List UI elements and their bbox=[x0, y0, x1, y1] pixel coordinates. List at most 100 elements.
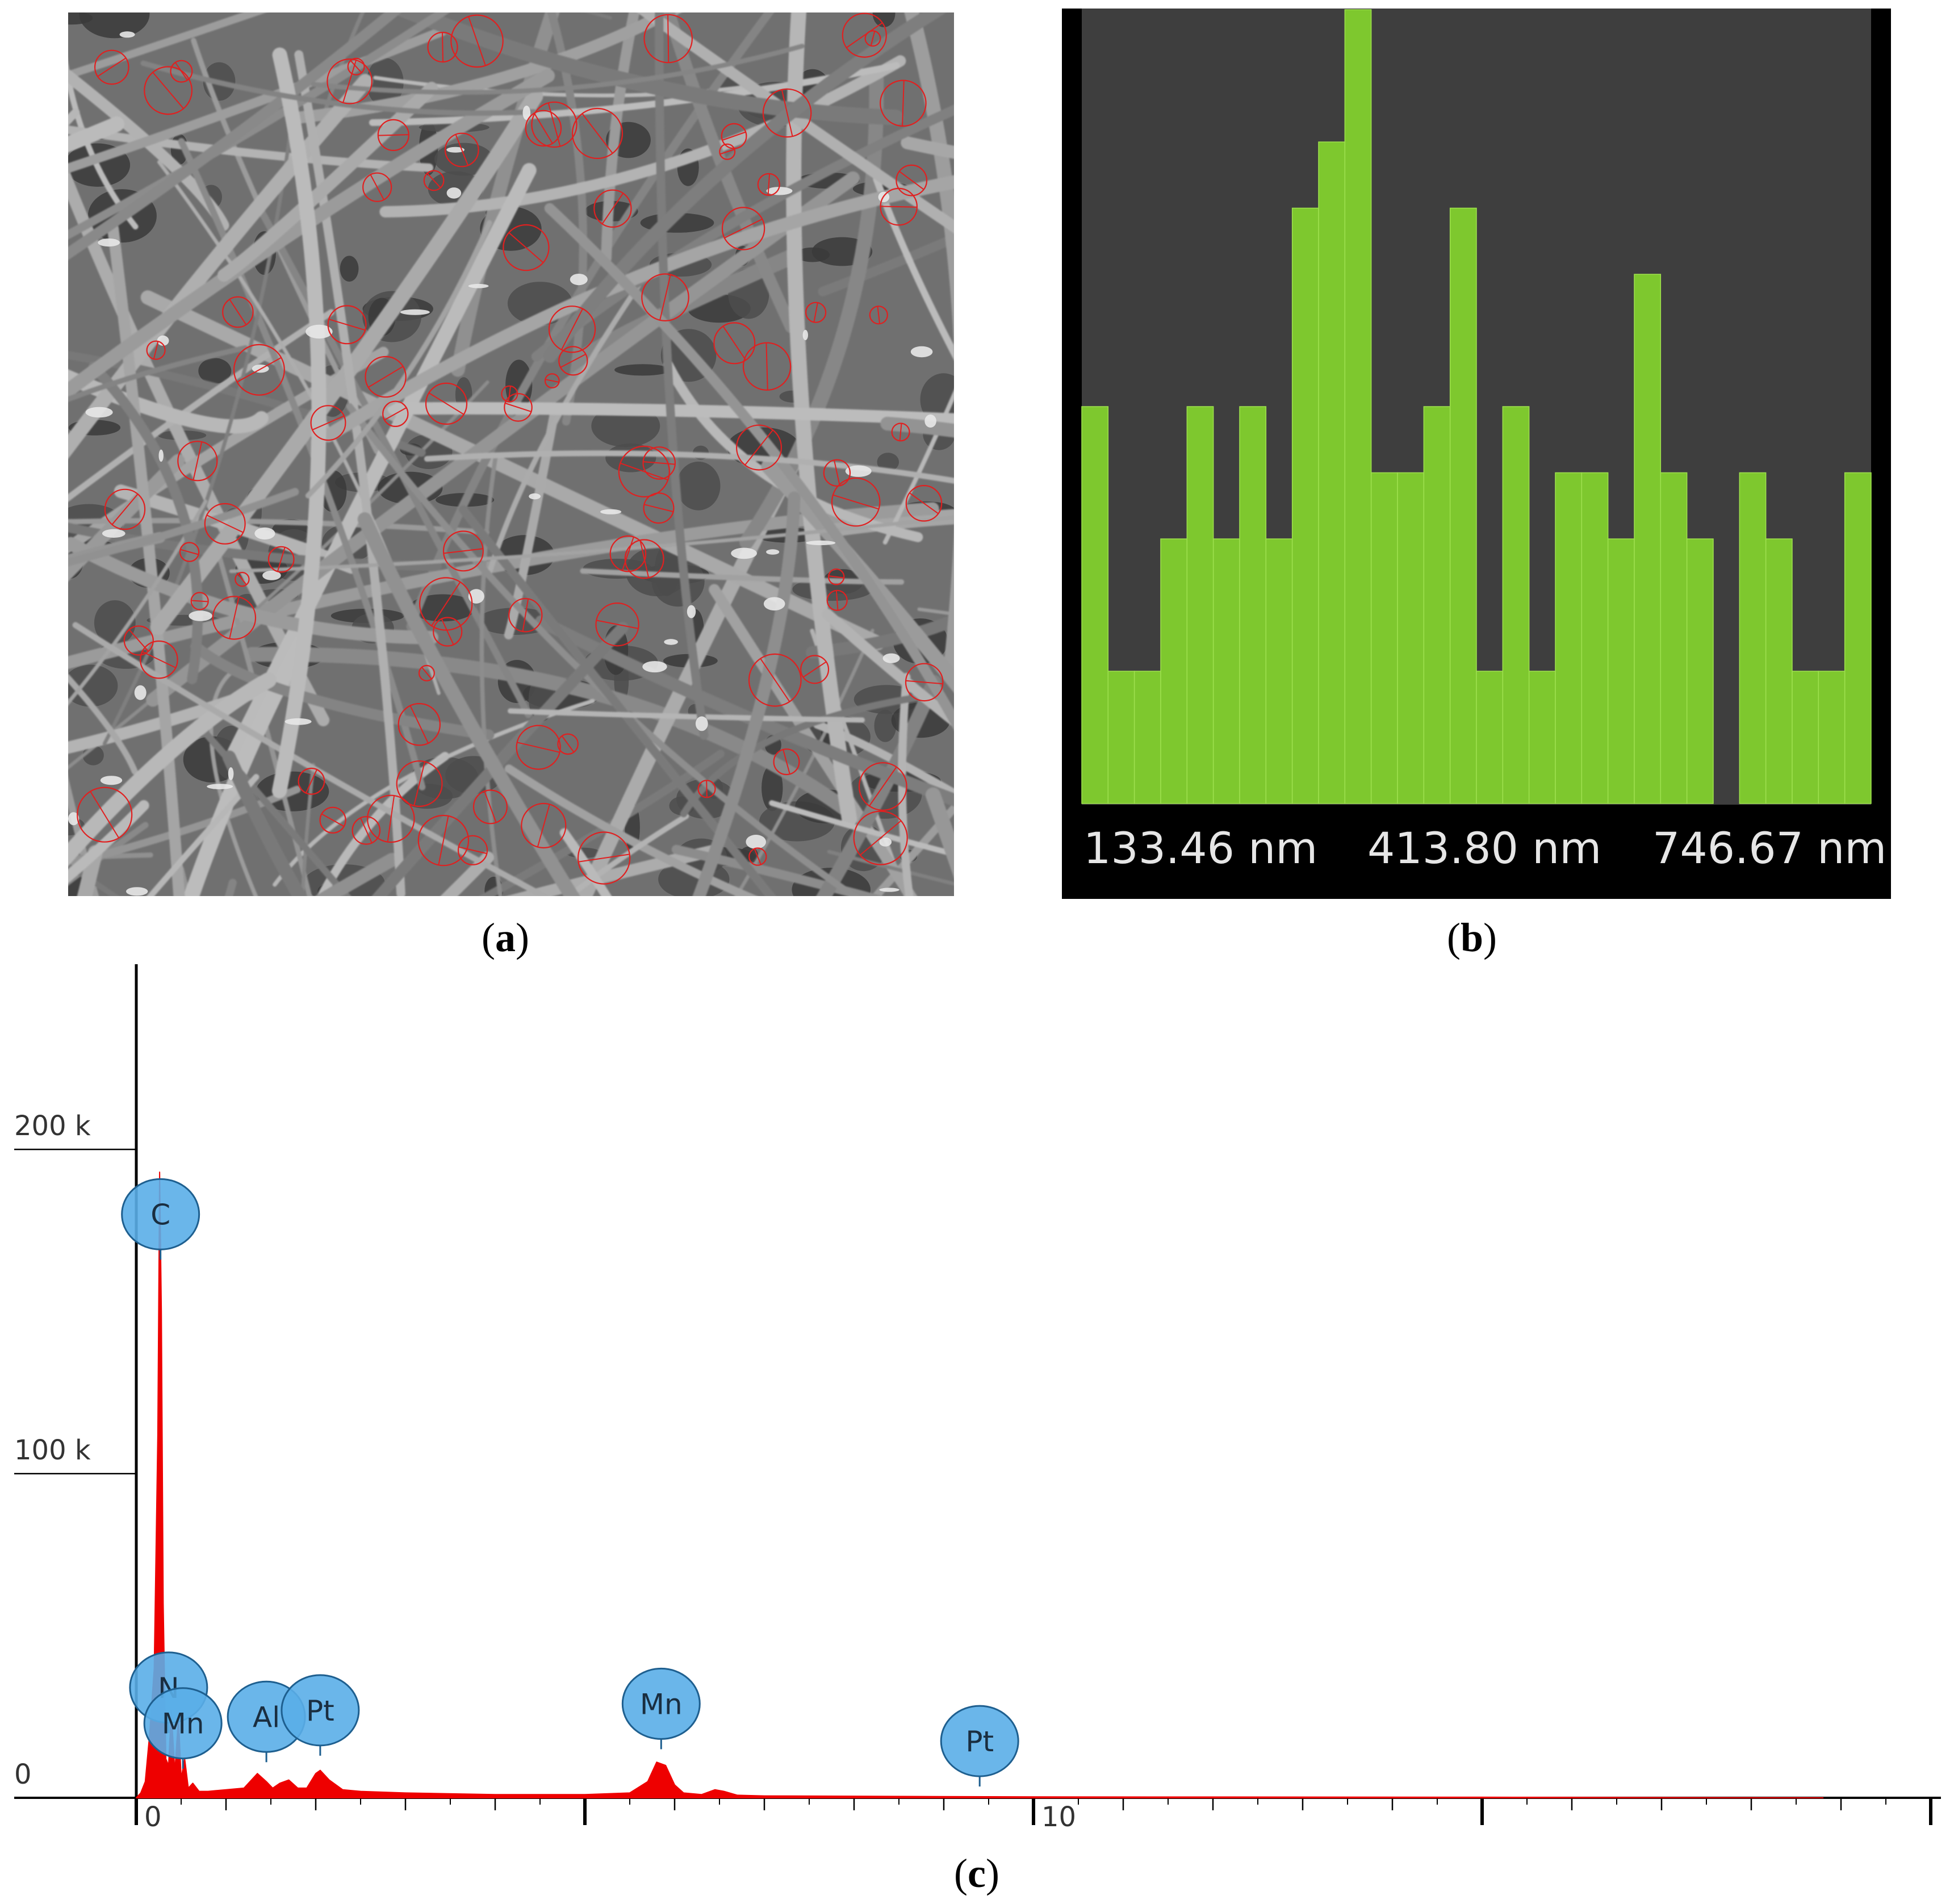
sem-measurement-circle bbox=[319, 806, 346, 834]
eds-spectrum-series bbox=[136, 1171, 1824, 1798]
sem-measurement-circle bbox=[762, 88, 812, 138]
sem-measurement-line bbox=[802, 661, 827, 678]
eds-marker-bubble bbox=[281, 1674, 360, 1747]
sem-particle bbox=[806, 540, 836, 546]
sem-fiber bbox=[559, 828, 612, 896]
sem-measurement-line bbox=[508, 232, 544, 263]
sem-fiber bbox=[822, 609, 954, 728]
sem-particle bbox=[529, 493, 541, 500]
sem-pore bbox=[676, 461, 721, 510]
sem-particle bbox=[766, 549, 780, 555]
sem-pore bbox=[409, 594, 476, 622]
eds-marker-label: Al bbox=[253, 1701, 280, 1734]
sem-measurement-line bbox=[517, 742, 560, 753]
sem-fiber bbox=[88, 361, 203, 684]
sem-measurement-line bbox=[813, 302, 818, 323]
sem-measurement-circle bbox=[516, 725, 561, 770]
sem-particle bbox=[158, 449, 164, 462]
sem-measurement-circle bbox=[398, 702, 441, 746]
sem-measurement-line bbox=[438, 815, 449, 865]
caption-b: (b) bbox=[1447, 915, 1497, 960]
sem-measurement-line bbox=[744, 429, 773, 466]
eds-element-marker: C bbox=[121, 1178, 200, 1260]
sem-measurement-circle bbox=[140, 640, 178, 679]
histogram-bar bbox=[1476, 671, 1504, 804]
sem-fiber bbox=[68, 12, 450, 240]
eds-x-tick-label: 10 bbox=[1041, 1801, 1076, 1833]
sem-measurement-circle bbox=[327, 305, 367, 345]
sem-measurement-circle bbox=[347, 57, 365, 76]
sem-measurement-circle bbox=[501, 385, 518, 403]
sem-measurement-circle bbox=[352, 816, 381, 845]
sem-measurement-circle bbox=[327, 58, 373, 104]
histogram-bar bbox=[1423, 406, 1451, 804]
sem-fiber bbox=[140, 60, 537, 116]
eds-element-marker: Mn bbox=[143, 1687, 223, 1769]
sem-measurement-line bbox=[765, 342, 768, 390]
sem-measurement-circle bbox=[642, 446, 676, 480]
sem-measurement-circle bbox=[544, 373, 560, 388]
sem-particle bbox=[119, 31, 135, 38]
sem-fiber bbox=[827, 850, 954, 886]
sem-measurement-circle bbox=[864, 30, 881, 47]
histogram-bar bbox=[1133, 671, 1161, 804]
sem-measurement-circle bbox=[853, 810, 908, 865]
eds-marker-bubble bbox=[621, 1667, 701, 1740]
sem-fiber bbox=[387, 402, 954, 426]
sem-fiber bbox=[102, 90, 298, 746]
sem-measurement-circle bbox=[170, 60, 193, 83]
sem-particle bbox=[924, 415, 936, 428]
sem-measurement-circle bbox=[595, 602, 639, 647]
sem-measurement-line bbox=[899, 423, 902, 441]
sem-pore bbox=[761, 764, 783, 811]
sem-measurement-circle bbox=[418, 664, 435, 681]
sem-measurement-circle bbox=[433, 617, 463, 647]
sem-measurement-line bbox=[783, 749, 790, 775]
sem-fiber bbox=[818, 233, 954, 296]
histogram-bar bbox=[1818, 671, 1846, 804]
sem-fiber bbox=[357, 512, 580, 896]
sem-fiber bbox=[487, 265, 654, 574]
sem-measurement-line bbox=[142, 651, 176, 668]
diameter-histogram: 133.46 nm 413.80 nm 746.67 nm bbox=[1062, 9, 1891, 899]
sem-fiber bbox=[316, 752, 450, 896]
sem-measurement-circle bbox=[442, 530, 484, 572]
sem-particle bbox=[746, 835, 766, 849]
sem-particle bbox=[642, 661, 667, 673]
histogram-bar bbox=[1686, 538, 1714, 804]
sem-measurement-circle bbox=[609, 535, 647, 572]
sem-fiber bbox=[508, 708, 865, 723]
sem-measurement-circle bbox=[842, 12, 887, 58]
sem-measurement-circle bbox=[267, 546, 295, 573]
histogram-tick-label-min: 133.46 nm bbox=[1083, 823, 1318, 873]
sem-particle bbox=[446, 187, 462, 199]
sem-measurement-line bbox=[643, 461, 675, 465]
sem-fiber bbox=[663, 359, 923, 542]
sem-measurement-line bbox=[860, 820, 902, 856]
sem-measurement-circle bbox=[503, 224, 550, 271]
sem-measurement-circle bbox=[179, 542, 200, 562]
sem-measurement-circle bbox=[748, 653, 802, 707]
sem-particle bbox=[600, 509, 622, 514]
sem-measurement-circle bbox=[721, 123, 747, 149]
sem-measurement-line bbox=[722, 131, 746, 141]
sem-measurement-circle bbox=[382, 400, 409, 428]
sem-pore bbox=[654, 545, 679, 596]
sem-measurement-circle bbox=[905, 663, 944, 702]
sem-measurement-line bbox=[443, 548, 483, 554]
sem-particle bbox=[85, 407, 113, 418]
sem-measurement-line bbox=[581, 113, 613, 154]
sem-measurement-line bbox=[321, 813, 345, 827]
sem-measurement-line bbox=[468, 16, 486, 66]
eds-y-tick-label: 200 k bbox=[14, 1110, 91, 1142]
sem-measurement-line bbox=[277, 547, 286, 572]
sem-measurement-line bbox=[644, 504, 673, 513]
sem-measurement-line bbox=[342, 60, 357, 103]
sem-measurement-circle bbox=[557, 733, 579, 755]
sem-measurement-circle bbox=[212, 596, 257, 640]
sem-measurement-circle bbox=[222, 296, 254, 328]
sem-measurement-circle bbox=[521, 802, 567, 849]
sem-fiber bbox=[229, 515, 954, 574]
sem-measurement-line bbox=[206, 514, 244, 533]
sem-measurement-line bbox=[508, 386, 511, 402]
